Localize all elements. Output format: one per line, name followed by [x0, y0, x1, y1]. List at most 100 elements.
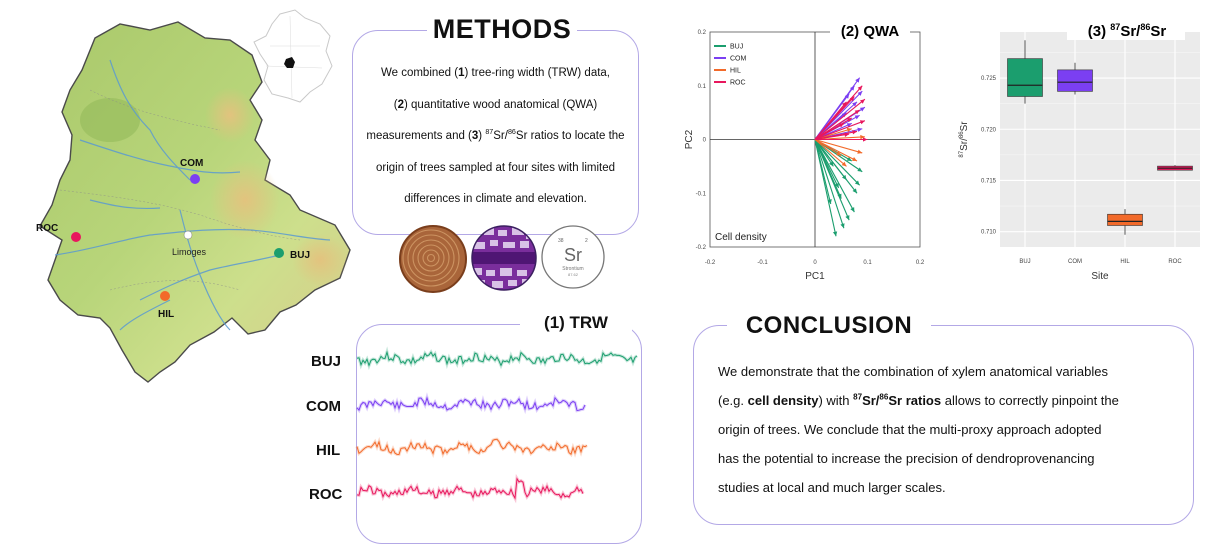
qwa-arrow-head: [846, 123, 852, 128]
qwa-arrow-shaft: [814, 139, 847, 167]
qwa-arrow-head: [827, 199, 832, 204]
qwa-loading-arrow: [814, 120, 866, 141]
qwa-y-tick: 0.1: [698, 84, 707, 90]
qwa-arrow-head: [857, 85, 863, 91]
qwa-x-tick: 0: [813, 260, 817, 266]
conclusion-line-5: studies at local and much larger scales.: [718, 480, 946, 495]
sr-x-tick: HIL: [1120, 259, 1130, 265]
qwa-loading-arrow: [814, 101, 847, 140]
france-inset-map: [253, 9, 333, 103]
qwa-arrow-head: [846, 118, 852, 123]
qwa-loading-arrow: [815, 137, 868, 142]
methods-line-3: measurements and (3) 87Sr/86Sr ratios to…: [366, 128, 625, 142]
qwa-arrow-head: [852, 101, 857, 107]
qwa-loading-arrow: [814, 132, 850, 141]
svg-text:HIL: HIL: [158, 309, 174, 320]
svg-text:Strontium: Strontium: [562, 266, 583, 272]
qwa-arrow-shaft: [814, 133, 850, 141]
sr-title: (3) 87Sr/86Sr: [1088, 22, 1167, 40]
qwa-arrow-shaft: [814, 122, 845, 140]
trw-label-buj: BUJ: [311, 353, 342, 370]
qwa-arrow-head: [854, 109, 860, 115]
city-marker-limoges: Limoges: [172, 230, 207, 257]
qwa-y-tick: -0.2: [696, 245, 707, 251]
qwa-arrow-shaft: [814, 139, 834, 167]
qwa-arrow-shaft: [814, 139, 845, 229]
qwa-loading-arrow: [814, 98, 866, 140]
qwa-arrow-shaft: [814, 139, 842, 157]
qwa-arrow-head: [834, 182, 839, 188]
sr-y-tick: 0.720: [981, 127, 997, 133]
qwa-arrow-head: [840, 223, 845, 229]
qwa-arrow-head: [857, 167, 863, 172]
sr-box-body: [1107, 213, 1143, 226]
sr-title-post: Sr: [1150, 23, 1166, 40]
sr-y-label-sup1: 87: [959, 150, 965, 157]
methods-line-5: differences in climate and elevation.: [404, 193, 587, 205]
sr-box-body: [1007, 58, 1043, 97]
svg-text:Sr: Sr: [564, 245, 582, 265]
sr-y-tick: 0.715: [981, 178, 997, 184]
trw-label-roc: ROC: [309, 486, 343, 503]
qwa-arrow-head: [844, 93, 850, 99]
qwa-arrow-shaft: [814, 139, 855, 213]
qwa-title-bg: [830, 20, 910, 40]
svg-text:38: 38: [558, 238, 564, 244]
qwa-arrow-head: [857, 91, 863, 96]
sr-box-body: [1057, 69, 1093, 92]
qwa-pca-chart: -0.2 -0.1 0 0.1 0.2 0.2 0.1 0 -0.1 -0.2 PC1 PC2 (2) …: [684, 20, 925, 282]
trw-series-buj: [356, 346, 638, 371]
qwa-arrow-shaft: [814, 98, 866, 140]
trw-series-hil: [355, 436, 588, 459]
qwa-arrow-shaft: [814, 101, 847, 140]
wood-anatomy-icon: [471, 225, 537, 291]
qwa-arrow-head: [846, 127, 852, 133]
qwa-loading-arrow: [814, 139, 861, 186]
trw-series-com: [355, 392, 587, 415]
svg-text:ROC: ROC: [36, 223, 58, 234]
qwa-arrow-head: [841, 161, 847, 167]
svg-text:2: 2: [585, 238, 588, 244]
qwa-arrow-head: [837, 193, 842, 199]
qwa-arrow-shaft: [814, 139, 832, 205]
trw-series-chart: [355, 346, 638, 504]
qwa-arrow-head: [852, 157, 857, 161]
trw-series-line: [356, 350, 638, 367]
qwa-arrow-head: [852, 130, 857, 135]
qwa-arrow-head: [860, 134, 865, 140]
qwa-legend-label: HIL: [730, 68, 741, 75]
qwa-arrow-head: [846, 156, 852, 161]
qwa-arrow-head: [849, 96, 855, 102]
qwa-x-tick: -0.2: [705, 260, 716, 266]
sr-box-buj: [1007, 40, 1043, 104]
sr-y-label-sup2: 86: [959, 131, 965, 138]
qwa-arrow-shaft: [814, 139, 842, 199]
qwa-loading-arrow: [814, 139, 832, 205]
qwa-loading-arrow: [814, 139, 842, 157]
strontium-element-icon: 38 2 Sr Strontium 87.62: [541, 225, 605, 289]
qwa-loading-arrow: [814, 139, 834, 167]
sr-y-label-post: Sr: [959, 121, 970, 132]
qwa-arrow-head: [859, 120, 865, 125]
qwa-legend-label: BUJ: [730, 44, 743, 51]
sr-title-bg: [1067, 18, 1185, 40]
site-marker-buj: BUJ: [274, 248, 310, 261]
conclusion-text: We demonstrate that the combination of x…: [718, 357, 1188, 502]
qwa-arrow-head: [857, 127, 863, 132]
qwa-y-tick: 0: [703, 138, 707, 144]
sr-x-tick: COM: [1068, 259, 1082, 265]
methods-panel: [352, 30, 639, 235]
qwa-arrow-head: [852, 188, 857, 194]
qwa-legend-label: COM: [730, 56, 747, 63]
svg-text:87.62: 87.62: [568, 272, 579, 277]
qwa-arrow-head: [859, 107, 865, 112]
conclusion-line-1: We demonstrate that the combination of x…: [718, 364, 1108, 379]
site-marker-roc: ROC: [36, 223, 81, 242]
qwa-annotation: Cell density: [715, 232, 767, 243]
trw-series-line: [356, 477, 584, 500]
trw-label-com: COM: [306, 398, 341, 415]
qwa-arrow-head: [857, 149, 863, 154]
qwa-x-tick: -0.1: [757, 260, 768, 266]
sr-box-com: [1057, 62, 1093, 95]
